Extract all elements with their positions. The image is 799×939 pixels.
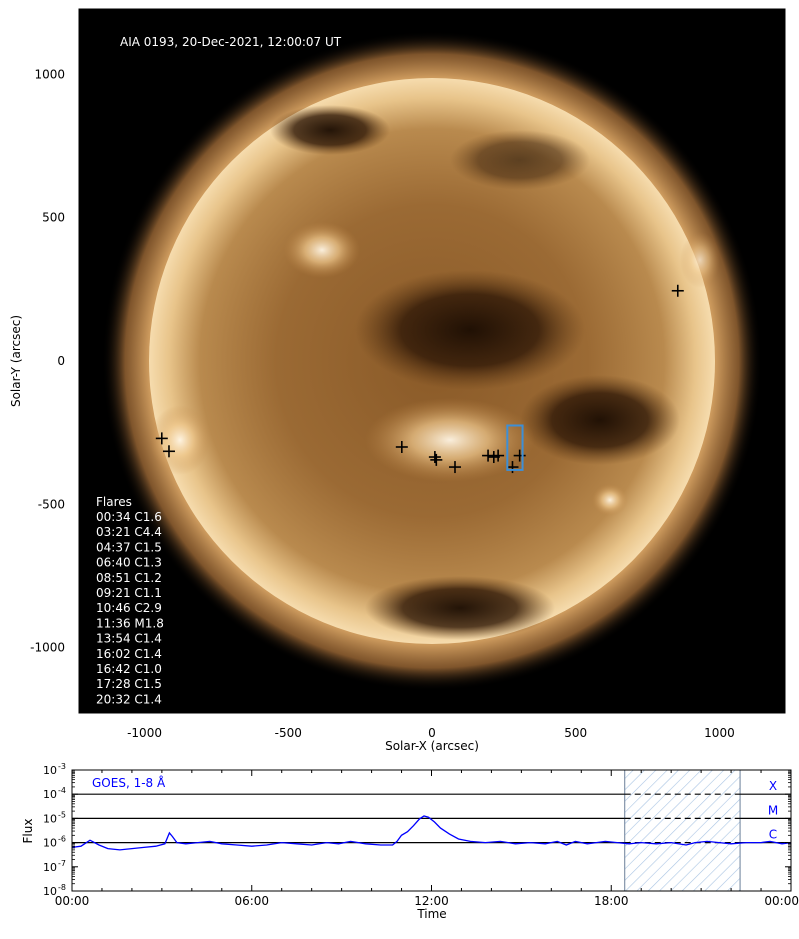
sun-y-axis: 1000 500 0 -500 -1000 bbox=[30, 16, 785, 706]
goes-y-tick-label: 10 bbox=[43, 764, 57, 777]
goes-y-tick-label: 10 bbox=[43, 812, 57, 825]
flare-list-item: 11:36 M1.8 bbox=[96, 616, 164, 630]
x-tick-label: 1000 bbox=[704, 726, 735, 740]
flare-list-item: 00:34 C1.6 bbox=[96, 510, 162, 524]
y-tick-label: -500 bbox=[38, 497, 65, 511]
goes-x-tick-label: 00:00 bbox=[55, 894, 90, 908]
flare-marker bbox=[671, 284, 684, 297]
class-level-label: X bbox=[769, 779, 777, 793]
goes-x-tick-label: 00:00 bbox=[764, 894, 799, 908]
sun-x-axis-label: Solar-X (arcsec) bbox=[385, 739, 479, 753]
goes-y-axis-label: Flux bbox=[21, 819, 35, 844]
flare-marker bbox=[492, 449, 505, 462]
active-region-2 bbox=[365, 398, 535, 482]
flare-marker bbox=[162, 445, 175, 458]
flare-marker bbox=[428, 451, 441, 464]
class-level-label: M bbox=[768, 803, 778, 817]
flare-list-item: 06:40 C1.3 bbox=[96, 556, 162, 570]
flare-marker bbox=[395, 440, 408, 453]
image-title: AIA 0193, 20-Dec-2021, 12:00:07 UT bbox=[120, 35, 342, 49]
goes-y-tick-exponent: -6 bbox=[58, 835, 66, 844]
x-tick-label: -500 bbox=[275, 726, 302, 740]
y-tick-label: 500 bbox=[42, 211, 65, 225]
sun-y-axis-label: Solar-Y (arcsec) bbox=[9, 315, 23, 407]
flare-list-item: 09:21 C1.1 bbox=[96, 586, 162, 600]
flare-marker bbox=[506, 461, 519, 474]
flare-list-item: 03:21 C4.4 bbox=[96, 525, 162, 539]
active-region-1 bbox=[284, 222, 360, 278]
x-tick-label: -1000 bbox=[127, 726, 162, 740]
goes-flux-line bbox=[71, 815, 792, 851]
goes-y-tick-label: 10 bbox=[43, 861, 57, 874]
dark-region-east bbox=[520, 375, 680, 465]
active-region-3 bbox=[150, 405, 210, 475]
goes-y-tick-label: 10 bbox=[43, 885, 57, 898]
active-region-4 bbox=[592, 484, 628, 516]
goes-y-tick-exponent: -7 bbox=[58, 859, 66, 868]
flare-list-item: 20:32 C1.4 bbox=[96, 692, 162, 706]
goes-x-tick-label: 18:00 bbox=[594, 894, 629, 908]
flare-list-item: 16:42 C1.0 bbox=[96, 662, 162, 676]
flare-marker bbox=[155, 432, 168, 445]
flare-list-header: Flares bbox=[96, 495, 132, 509]
goes-y-tick-label: 10 bbox=[43, 837, 57, 850]
x-tick-label: 0 bbox=[428, 726, 436, 740]
flare-list-item: 16:02 C1.4 bbox=[96, 647, 162, 661]
flare-list-item: 08:51 C1.2 bbox=[96, 571, 162, 585]
flare-list-item: 13:54 C1.4 bbox=[96, 632, 162, 646]
sun-x-axis: -1000 -500 0 500 1000 bbox=[86, 9, 778, 740]
goes-x-tick-label: 06:00 bbox=[234, 894, 269, 908]
flare-markers bbox=[155, 284, 684, 474]
flare-list-item: 10:46 C2.9 bbox=[96, 601, 162, 615]
goes-x-tick-label: 12:00 bbox=[414, 894, 449, 908]
flare-marker bbox=[430, 453, 443, 466]
y-tick-label: 0 bbox=[57, 354, 65, 368]
y-tick-label: 1000 bbox=[34, 67, 65, 81]
goes-y-axis: 10-310-410-510-610-710-8 bbox=[43, 762, 791, 898]
goes-class-levels: XMC bbox=[72, 779, 791, 844]
goes-title: GOES, 1-8 Å bbox=[92, 775, 166, 790]
flare-list-item: 04:37 C1.5 bbox=[96, 540, 162, 554]
y-tick-label: -1000 bbox=[30, 641, 65, 655]
highlight-box bbox=[506, 424, 524, 471]
goes-y-tick-exponent: -3 bbox=[58, 762, 66, 771]
goes-y-tick-exponent: -4 bbox=[58, 786, 66, 795]
class-level-label: C bbox=[769, 828, 777, 842]
goes-y-tick-exponent: -8 bbox=[58, 883, 66, 892]
goes-x-axis: 00:00 06:00 12:00 18:00 00:00 bbox=[55, 770, 799, 908]
flare-list-item: 17:28 C1.5 bbox=[96, 677, 162, 691]
coronal-hole-northwest bbox=[270, 105, 390, 155]
x-tick-label: 500 bbox=[564, 726, 587, 740]
goes-hatched-interval bbox=[624, 769, 741, 892]
flare-marker bbox=[513, 449, 526, 462]
coronal-hole-south bbox=[365, 576, 555, 640]
coronal-hole-center bbox=[355, 270, 585, 390]
goes-y-tick-exponent: -5 bbox=[58, 810, 66, 819]
solar-disk-group bbox=[102, 31, 762, 691]
goes-y-tick-label: 10 bbox=[43, 788, 57, 801]
dark-region-northeast bbox=[450, 130, 590, 190]
active-region-5 bbox=[680, 232, 720, 288]
goes-x-axis-label: Time bbox=[416, 907, 446, 921]
flare-marker bbox=[448, 461, 461, 474]
flare-marker bbox=[482, 449, 495, 462]
